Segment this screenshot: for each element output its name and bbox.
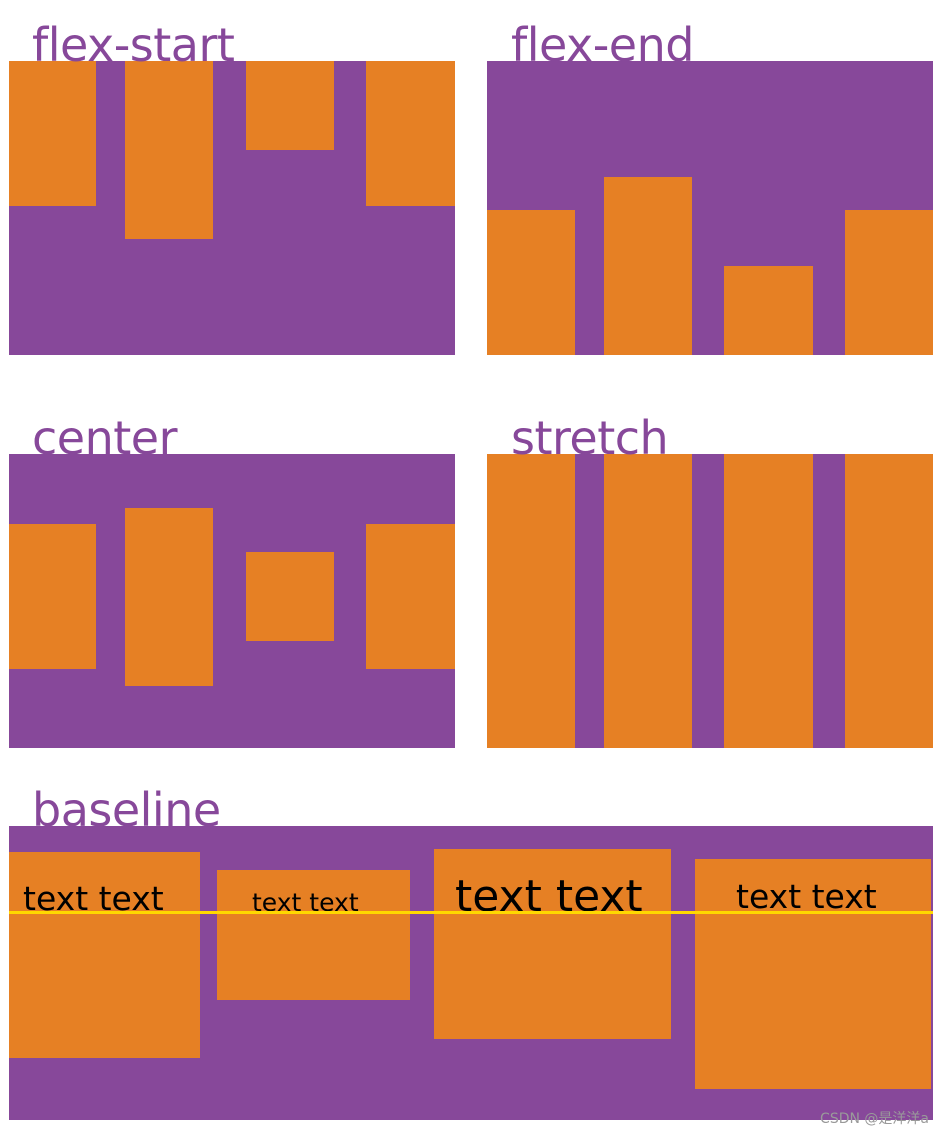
center-container — [9, 454, 455, 748]
flex-start-container — [9, 61, 455, 355]
flex-item-1 — [487, 210, 575, 355]
flex-item-2 — [604, 454, 692, 748]
stretch-label: stretch — [511, 411, 669, 465]
stretch-container — [487, 454, 933, 748]
flex-item-3 — [246, 61, 334, 150]
flex-item-1 — [9, 61, 96, 206]
flex-item-3 — [724, 266, 813, 355]
flex-end-label: flex-end — [511, 18, 694, 72]
flex-item-3 — [724, 454, 813, 748]
flex-item-1 — [9, 524, 96, 669]
flex-item-4: text text — [695, 859, 931, 1089]
flex-item-1 — [487, 454, 575, 748]
flex-item-1: text text — [9, 852, 200, 1058]
center-label: center — [32, 411, 178, 465]
baseline-indicator-line — [9, 911, 933, 914]
flex-item-2 — [125, 508, 213, 686]
flex-item-4 — [845, 454, 933, 748]
flex-item-2 — [125, 61, 213, 239]
watermark: CSDN @是洋洋a — [820, 1111, 929, 1127]
item-text: text text — [252, 888, 359, 917]
item-text: text text — [736, 877, 877, 916]
flex-item-4 — [366, 61, 455, 206]
flex-item-2 — [604, 177, 692, 355]
flex-start-label: flex-start — [32, 18, 235, 72]
baseline-label: baseline — [32, 783, 221, 837]
flex-end-container — [487, 61, 933, 355]
flex-item-4 — [366, 524, 455, 669]
flex-item-2: text text — [217, 870, 410, 1000]
flex-item-4 — [845, 210, 933, 355]
baseline-container: text text text text text text text text — [9, 826, 933, 1120]
flex-item-3 — [246, 552, 334, 641]
flex-item-3: text text — [434, 849, 671, 1039]
item-text: text text — [23, 879, 164, 918]
